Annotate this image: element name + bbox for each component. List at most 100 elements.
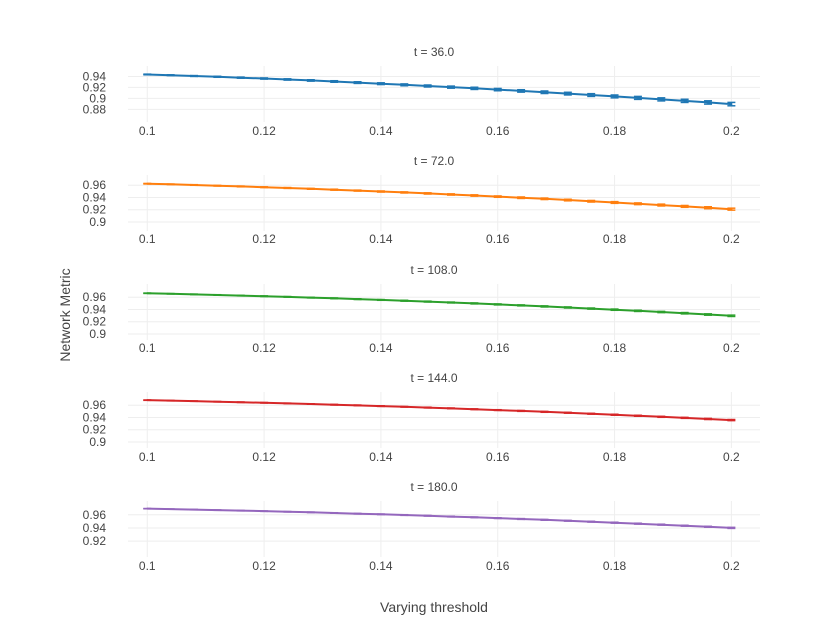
- x-tick-label: 0.16: [486, 341, 510, 355]
- x-tick-label: 0.12: [252, 232, 276, 246]
- error-bar: [587, 92, 596, 98]
- error-bar: [517, 304, 526, 307]
- error-bar: [657, 310, 666, 314]
- error-bar: [470, 302, 479, 305]
- error-bar: [353, 81, 362, 85]
- error-bar: [657, 203, 666, 207]
- series-line: [146, 73, 733, 106]
- error-bar: [283, 186, 292, 190]
- error-bar: [493, 87, 502, 92]
- y-tick-label: 0.96: [83, 178, 107, 192]
- error-bar: [727, 101, 736, 107]
- y-tick-label: 0.9: [89, 327, 106, 341]
- error-bar: [610, 200, 619, 205]
- error-bar: [376, 405, 385, 408]
- y-tick-label: 0.9: [89, 215, 106, 229]
- error-bar: [447, 85, 456, 89]
- error-bar: [633, 414, 642, 418]
- error-bar: [306, 78, 315, 82]
- y-tick-label: 0.94: [83, 190, 107, 204]
- error-bar: [283, 295, 292, 298]
- error-bar: [470, 86, 479, 91]
- error-bar: [680, 524, 689, 527]
- error-bar: [376, 82, 385, 86]
- error-bar: [423, 84, 432, 88]
- error-bar: [353, 298, 362, 301]
- x-tick-label: 0.16: [486, 450, 510, 464]
- x-tick-label: 0.1: [139, 232, 156, 246]
- y-axis-title: Network Metric: [57, 268, 73, 361]
- error-bar: [306, 296, 315, 299]
- error-bar: [704, 206, 713, 210]
- error-bar: [330, 297, 339, 300]
- error-bar: [587, 520, 596, 523]
- error-bar: [563, 306, 572, 309]
- error-bar: [563, 411, 572, 414]
- y-tick-label: 0.94: [83, 302, 107, 316]
- x-tick-label: 0.18: [603, 124, 627, 138]
- error-bar: [657, 97, 666, 102]
- error-bar: [423, 192, 432, 195]
- error-bar: [540, 90, 549, 95]
- y-tick-label: 0.92: [83, 534, 107, 548]
- error-bar: [633, 202, 642, 206]
- x-tick-label: 0.18: [603, 450, 627, 464]
- error-bar: [143, 73, 152, 76]
- y-tick-label: 0.96: [83, 398, 107, 412]
- error-bar: [610, 521, 619, 524]
- x-tick-label: 0.18: [603, 559, 627, 573]
- x-tick-label: 0.14: [369, 450, 393, 464]
- error-bar: [166, 74, 175, 77]
- x-tick-label: 0.2: [723, 124, 740, 138]
- y-tick-label: 0.94: [83, 69, 107, 83]
- x-tick-label: 0.2: [723, 450, 740, 464]
- subplot-title: t = 72.0: [414, 154, 455, 168]
- subplot-title: t = 144.0: [410, 371, 457, 385]
- error-bar: [330, 511, 339, 515]
- error-bar: [423, 300, 432, 303]
- error-bar: [517, 88, 526, 93]
- error-bar: [423, 406, 432, 409]
- subplot-2: t = 72.0 0.960.940.920.9 0.1 0.12 0.14 0.16 0.…: [83, 154, 760, 246]
- error-bar: [376, 190, 385, 193]
- x-tick-label: 0.12: [252, 124, 276, 138]
- error-bar: [330, 403, 339, 406]
- error-bar: [704, 525, 713, 528]
- error-bar: [657, 523, 666, 526]
- error-bar: [704, 417, 713, 421]
- error-bar: [447, 515, 456, 518]
- error-bar: [400, 191, 409, 194]
- error-bar: [306, 511, 315, 514]
- error-bar: [587, 412, 596, 415]
- error-bar: [470, 408, 479, 411]
- y-tick-label: 0.9: [89, 91, 106, 105]
- error-bar: [447, 193, 456, 196]
- error-bar: [213, 184, 222, 187]
- error-bar: [680, 416, 689, 420]
- error-bar: [376, 298, 385, 302]
- subplot-3: t = 108.0 0.960.940.920.9 0.1 0.12 0.14 0.16 0…: [83, 263, 760, 355]
- y-tick-label: 0.92: [83, 315, 107, 329]
- error-bar: [517, 517, 526, 521]
- error-bar: [563, 519, 572, 522]
- error-bar: [563, 198, 572, 202]
- series-line: [146, 182, 733, 211]
- error-bar: [306, 187, 315, 191]
- error-bar: [400, 299, 409, 302]
- x-tick-label: 0.2: [723, 232, 740, 246]
- error-bar: [610, 94, 619, 99]
- y-tick-label: 0.92: [83, 423, 107, 437]
- error-bar: [610, 413, 619, 416]
- error-bar: [423, 514, 432, 517]
- error-bar: [400, 83, 409, 87]
- x-tick-label: 0.12: [252, 450, 276, 464]
- x-tick-label: 0.1: [139, 341, 156, 355]
- error-bar: [283, 78, 292, 81]
- error-bar: [680, 98, 689, 104]
- error-bar: [657, 415, 666, 419]
- subplot-title: t = 36.0: [414, 45, 455, 59]
- error-bar: [704, 100, 713, 105]
- y-tick-label: 0.92: [83, 203, 107, 217]
- error-bar: [353, 404, 362, 407]
